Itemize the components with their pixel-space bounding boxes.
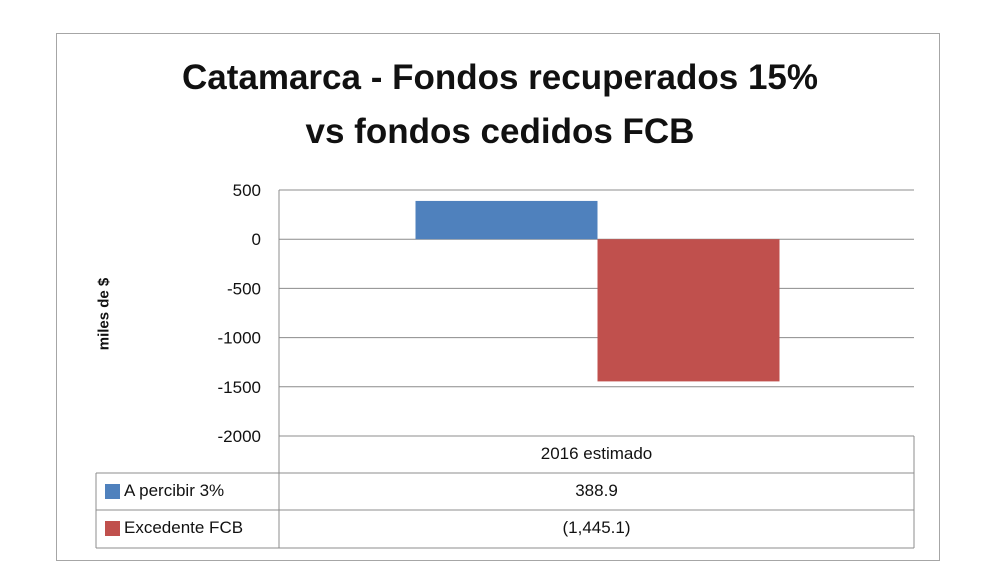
y-tick-label: -2000 (218, 427, 261, 446)
data-label-excedente: (1,445.1) (562, 518, 631, 537)
legend-label-a-percibir: A percibir 3% (124, 481, 225, 500)
legend-swatch-excedente (105, 521, 120, 536)
bar-a-percibir (415, 200, 598, 240)
category-label: 2016 estimado (540, 444, 653, 463)
y-tick-label: -500 (227, 279, 261, 298)
legend-label-excedente: Excedente FCB (124, 518, 244, 537)
y-tick-label: 500 (233, 181, 261, 200)
y-tick-label: -1000 (218, 329, 261, 348)
data-label-a-percibir: 388.9 (575, 481, 618, 500)
y-tick-label: -1500 (218, 378, 261, 397)
y-tick-label: 0 (252, 230, 261, 249)
chart-title-line-2: vs fondos cedidos FCB (305, 112, 695, 151)
legend-swatch-a-percibir (105, 484, 120, 499)
bar-excedente (597, 239, 780, 382)
chart-title-line-1: Catamarca - Fondos recuperados 15% (181, 58, 819, 97)
